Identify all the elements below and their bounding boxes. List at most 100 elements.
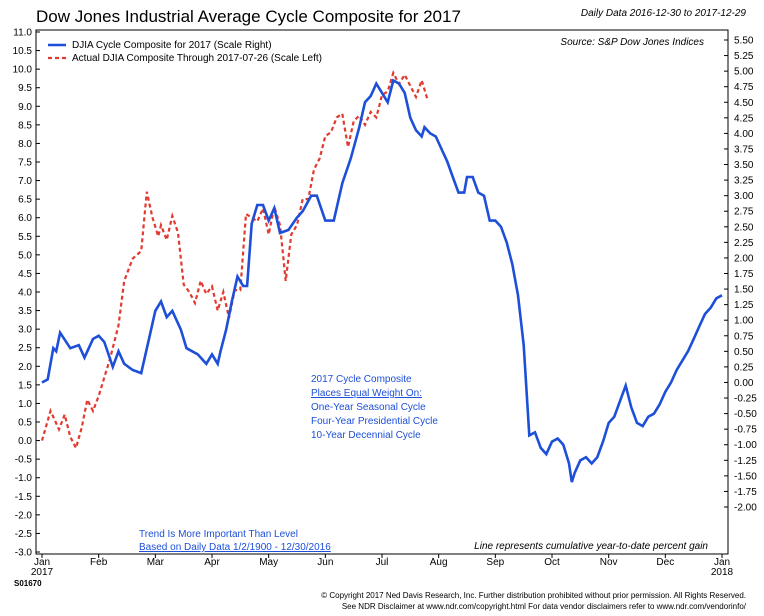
right-tick-label: 0.75 xyxy=(734,331,754,342)
left-tick-label: 6.5 xyxy=(18,195,32,206)
copyright-text: © Copyright 2017 Ned Davis Research, Inc… xyxy=(321,591,746,600)
legend-label-cycle-composite: DJIA Cycle Composite for 2017 (Scale Rig… xyxy=(72,40,272,51)
left-tick-label: 8.0 xyxy=(18,139,32,150)
left-tick-label: 2.5 xyxy=(18,343,32,354)
x-axis: Jan Feb Mar Apr May Jun Jul Aug Sep Oct Nov Dec Jan2… xyxy=(31,554,734,578)
left-tick-label: 7.0 xyxy=(18,176,32,187)
legend-label-actual-djia: Actual DJIA Composite Through 2017-07-26… xyxy=(72,53,322,64)
right-tick-label: 4.50 xyxy=(734,98,754,109)
trend-note-line-2: Based on Daily Data 1/2/1900 - 12/30/201… xyxy=(139,542,331,553)
cycle-composite-note: 2017 Cycle Composite Places Equal Weight… xyxy=(311,374,438,441)
left-tick-label: -1.0 xyxy=(15,473,33,484)
right-tick-label: 0.25 xyxy=(734,362,754,373)
right-tick-label: 4.00 xyxy=(734,129,754,140)
left-tick-label: 6.0 xyxy=(18,213,32,224)
x-tick-label: Jan xyxy=(34,557,50,568)
left-tick-label: 5.5 xyxy=(18,232,32,243)
right-tick-label: 2.75 xyxy=(734,207,754,218)
cumulative-note: Line represents cumulative year-to-date … xyxy=(474,541,708,552)
left-tick-label: 8.5 xyxy=(18,120,32,131)
left-tick-label: 10.0 xyxy=(13,65,33,76)
right-tick-label: 3.50 xyxy=(734,160,754,171)
x-year-label-end: 2018 xyxy=(711,567,734,578)
legend: DJIA Cycle Composite for 2017 (Scale Rig… xyxy=(48,40,322,64)
x-tick-label: Nov xyxy=(600,557,618,568)
left-tick-label: 1.0 xyxy=(18,399,32,410)
right-tick-label: 1.25 xyxy=(734,300,754,311)
right-tick-label: 3.25 xyxy=(734,176,754,187)
left-tick-label: 4.5 xyxy=(18,269,32,280)
left-tick-label: -3.0 xyxy=(15,548,33,559)
right-tick-label: 3.00 xyxy=(734,191,754,202)
cycle-note-line-4: Four-Year Presidential Cycle xyxy=(311,416,438,427)
right-tick-label: 1.75 xyxy=(734,269,754,280)
left-tick-label: 4.0 xyxy=(18,288,32,299)
right-axis: 5.50 5.25 5.00 4.75 4.50 4.25 4.00 3.75 3.50 3.25… xyxy=(724,36,757,514)
right-tick-label: -1.25 xyxy=(734,456,757,467)
cycle-note-line-2: Places Equal Weight On: xyxy=(311,388,422,399)
x-tick-label: Jan xyxy=(714,557,730,568)
right-tick-label: -0.50 xyxy=(734,409,757,420)
left-tick-label: -2.0 xyxy=(15,510,33,521)
left-tick-label: 3.5 xyxy=(18,306,32,317)
left-tick-label: 10.5 xyxy=(13,46,33,57)
right-tick-label: 5.00 xyxy=(734,67,754,78)
right-tick-label: 2.00 xyxy=(734,253,754,264)
right-tick-label: 0.00 xyxy=(734,378,754,389)
x-tick-label: Oct xyxy=(544,557,560,568)
right-tick-label: 4.75 xyxy=(734,82,754,93)
right-tick-label: 5.25 xyxy=(734,51,754,62)
trend-note: Trend Is More Important Than Level Based… xyxy=(139,529,331,553)
right-tick-label: 1.00 xyxy=(734,316,754,327)
source-note: Source: S&P Dow Jones Indices xyxy=(560,37,704,48)
left-axis: 11.0 10.5 10.0 9.5 9.0 8.5 8.0 7.5 7.0 6.5 6.0 5.5 5… xyxy=(13,28,40,559)
right-tick-label: -2.00 xyxy=(734,503,757,514)
x-tick-label: Dec xyxy=(656,557,674,568)
left-tick-label: -1.5 xyxy=(15,492,33,503)
left-tick-label: -2.5 xyxy=(15,529,33,540)
x-year-label-start: 2017 xyxy=(31,567,54,578)
x-tick-label: Jul xyxy=(376,557,389,568)
x-tick-label: Feb xyxy=(90,557,108,568)
cycle-note-line-1: 2017 Cycle Composite xyxy=(311,374,412,385)
x-tick-label: May xyxy=(259,557,278,568)
right-tick-label: -0.25 xyxy=(734,394,757,405)
right-tick-label: 2.50 xyxy=(734,222,754,233)
left-tick-label: 0.0 xyxy=(18,436,32,447)
cycle-note-line-5: 10-Year Decennial Cycle xyxy=(311,430,421,441)
chart-title: Dow Jones Industrial Average Cycle Compo… xyxy=(36,7,461,26)
right-tick-label: 2.25 xyxy=(734,238,754,249)
right-tick-label: 0.50 xyxy=(734,347,754,358)
left-tick-label: 11.0 xyxy=(13,28,32,39)
cycle-note-line-3: One-Year Seasonal Cycle xyxy=(311,402,426,413)
x-tick-label: Jun xyxy=(317,557,333,568)
x-tick-label: Sep xyxy=(486,557,504,568)
left-tick-label: 5.0 xyxy=(18,250,32,261)
left-tick-label: 1.5 xyxy=(18,380,32,391)
disclaimer-text: See NDR Disclaimer at www.ndr.com/copyri… xyxy=(342,602,747,611)
left-tick-label: 3.0 xyxy=(18,325,32,336)
date-range: Daily Data 2016-12-30 to 2017-12-29 xyxy=(581,8,747,19)
right-tick-label: 5.50 xyxy=(734,36,754,47)
x-tick-label: Mar xyxy=(147,557,165,568)
series-line-cycle-composite xyxy=(41,78,723,483)
trend-note-line-1: Trend Is More Important Than Level xyxy=(139,529,298,540)
right-tick-label: -1.00 xyxy=(734,440,757,451)
right-tick-label: -1.50 xyxy=(734,471,757,482)
left-tick-label: 9.0 xyxy=(18,102,32,113)
x-tick-label: Aug xyxy=(430,557,448,568)
right-tick-label: -1.75 xyxy=(734,487,757,498)
right-tick-label: 1.50 xyxy=(734,285,754,296)
right-tick-label: -0.75 xyxy=(734,425,757,436)
left-tick-label: -0.5 xyxy=(15,455,33,466)
left-tick-label: 7.5 xyxy=(18,158,32,169)
right-tick-label: 3.75 xyxy=(734,144,754,155)
left-tick-label: 0.5 xyxy=(18,418,32,429)
right-tick-label: 4.25 xyxy=(734,113,754,124)
x-tick-label: Apr xyxy=(204,557,220,568)
left-tick-label: 9.5 xyxy=(18,83,32,94)
left-tick-label: 2.0 xyxy=(18,362,32,373)
chart-code: S01670 xyxy=(14,579,42,588)
